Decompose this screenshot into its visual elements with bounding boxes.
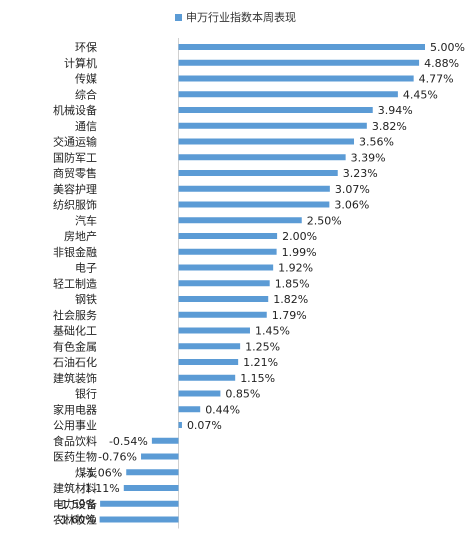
data-label: 3.82%	[372, 120, 407, 133]
bar	[178, 422, 182, 428]
category-label: 环保	[75, 40, 97, 54]
category-label: 交通运输	[53, 135, 97, 149]
bar	[178, 217, 302, 224]
bar	[178, 201, 330, 208]
category-label: 基础化工	[53, 324, 97, 338]
category-label: 农林牧渔	[53, 513, 97, 527]
data-label: 1.21%	[243, 356, 278, 369]
data-label: 3.06%	[334, 199, 369, 212]
category-label: 房地产	[64, 229, 97, 243]
data-label: 1.15%	[240, 372, 275, 385]
data-label: 1.45%	[255, 325, 290, 338]
data-label: 3.23%	[343, 167, 378, 180]
bar	[151, 437, 179, 444]
bar	[178, 374, 236, 381]
data-label: 5.00%	[430, 41, 465, 54]
bar	[123, 485, 179, 491]
category-label: 综合	[75, 87, 97, 101]
category-label: 食品饮料	[53, 434, 97, 448]
data-label: 3.07%	[335, 183, 370, 196]
category-label: 电子	[75, 262, 97, 275]
category-label: 钢铁	[75, 293, 97, 306]
category-label: 电力设备	[53, 497, 97, 511]
category-label: 机械设备	[53, 103, 97, 117]
legend-swatch	[175, 13, 182, 21]
category-label: 煤炭	[75, 466, 97, 479]
data-label: 1.82%	[273, 293, 308, 306]
category-label: 公用事业	[53, 419, 97, 432]
category-label: 建筑材料	[53, 481, 97, 495]
data-label: 0.44%	[205, 403, 240, 416]
category-label: 汽车	[75, 213, 97, 227]
bar	[178, 185, 330, 192]
bar	[178, 264, 274, 271]
bar	[178, 170, 338, 176]
bar	[178, 343, 241, 350]
bar	[178, 107, 373, 113]
category-label: 国防军工	[53, 150, 97, 164]
category-label: 美容护理	[53, 182, 97, 196]
bar	[178, 327, 250, 334]
category-label: 纺织服饰	[53, 198, 97, 212]
category-label: 社会服务	[53, 308, 97, 322]
data-label: 2.50%	[307, 214, 342, 227]
category-label: 石油石化	[53, 355, 97, 369]
data-label: 0.85%	[225, 388, 260, 401]
bar	[178, 311, 267, 318]
category-label: 非银金融	[53, 245, 97, 259]
bar	[178, 233, 278, 239]
bar	[99, 516, 179, 523]
data-label: 4.45%	[403, 88, 438, 101]
bar	[178, 44, 425, 50]
data-label: -1.59%	[57, 498, 96, 511]
bar	[178, 296, 269, 302]
data-label: 1.25%	[245, 340, 280, 353]
category-label: 建筑装饰	[53, 371, 97, 385]
bar	[178, 248, 277, 255]
bar	[178, 122, 367, 129]
category-label: 银行	[75, 387, 97, 401]
category-label: 计算机	[64, 56, 97, 70]
data-label: 3.94%	[378, 104, 413, 117]
data-label: 1.99%	[282, 246, 317, 259]
bar	[178, 75, 414, 82]
bar	[141, 453, 179, 460]
legend-label: 申万行业指数本周表现	[186, 11, 296, 24]
bar	[178, 154, 346, 161]
bar	[178, 390, 221, 397]
bar	[178, 91, 398, 98]
bar	[100, 500, 179, 507]
data-label: 1.79%	[272, 309, 307, 322]
data-label: -1.60%	[57, 514, 96, 527]
category-label: 医药生物	[53, 450, 97, 464]
data-label: 3.56%	[359, 136, 394, 149]
bar	[178, 280, 270, 287]
bar	[178, 359, 239, 365]
category-label: 传媒	[75, 73, 97, 86]
data-label: 4.88%	[424, 57, 459, 70]
bar	[178, 59, 420, 66]
bar	[126, 469, 179, 476]
data-label: 0.07%	[187, 419, 222, 432]
data-label: -0.54%	[109, 435, 148, 448]
data-label: 3.39%	[351, 151, 386, 164]
category-label: 轻工制造	[53, 276, 97, 290]
data-label: -1.11%	[81, 482, 120, 495]
data-label: 2.00%	[282, 230, 317, 243]
category-label: 商贸零售	[53, 166, 97, 180]
data-label: -0.76%	[98, 451, 137, 464]
bar	[178, 138, 355, 145]
legend: 申万行业指数本周表现	[175, 9, 296, 25]
data-label: -1.06%	[83, 466, 122, 479]
data-label: 4.77%	[419, 73, 454, 86]
category-label: 家用电器	[53, 402, 97, 416]
data-label: 1.92%	[278, 262, 313, 275]
data-label: 1.85%	[275, 277, 310, 290]
category-label: 通信	[75, 120, 97, 133]
category-label: 有色金属	[53, 339, 97, 353]
bar	[178, 406, 201, 413]
